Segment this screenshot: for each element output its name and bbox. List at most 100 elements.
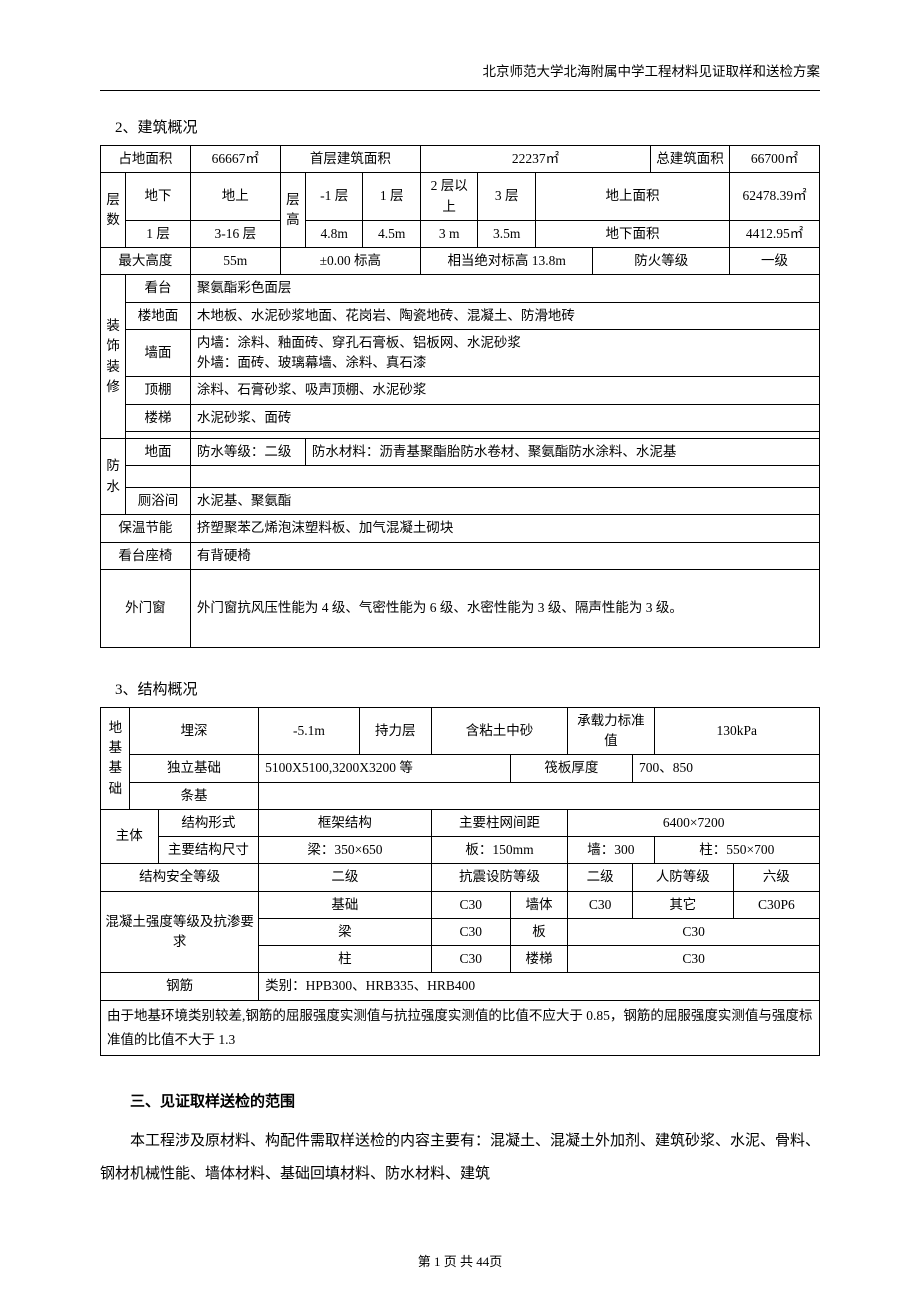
cell: 层高 [280, 173, 305, 248]
cell [259, 782, 820, 809]
cell: 人防等级 [633, 864, 734, 891]
table-row: 1 层 3-16 层 4.8m 4.5m 3 m 3.5m 地下面积 4412.… [101, 220, 820, 247]
cell: 保温节能 [101, 515, 191, 542]
cell: C30 [431, 946, 510, 973]
cell: 6400×7200 [568, 809, 820, 836]
building-overview-table: 占地面积 66667㎡ 首层建筑面积 22237㎡ 总建筑面积 66700㎡ 层… [100, 145, 820, 648]
cell: 5100X5100,3200X3200 等 [259, 755, 511, 782]
cell: 地基基础 [101, 707, 130, 809]
table-row: 楼地面 木地板、水泥砂浆地面、花岗岩、陶瓷地砖、混凝土、防滑地砖 [101, 302, 820, 329]
cell: 由于地基环境类别较差,钢筋的屈服强度实测值与抗拉强度实测值的比值不应大于 0.8… [101, 1000, 820, 1056]
cell: 涂料、石膏砂浆、吸声顶棚、水泥砂浆 [190, 377, 819, 404]
cell: 梁：350×650 [259, 837, 432, 864]
cell: 主要结构尺寸 [158, 837, 259, 864]
table-row: 看台座椅 有背硬椅 [101, 542, 820, 569]
table-row: 结构安全等级 二级 抗震设防等级 二级 人防等级 六级 [101, 864, 820, 891]
cell: 外门窗抗风压性能为 4 级、气密性能为 6 级、水密性能为 3 级、隔声性能为 … [190, 569, 819, 647]
cell: 4.8m [305, 220, 363, 247]
page-footer: 第 1 页 共 44页 [100, 1251, 820, 1270]
table-row [101, 466, 820, 488]
cell: 3 m [420, 220, 478, 247]
table-row: 由于地基环境类别较差,钢筋的屈服强度实测值与抗拉强度实测值的比值不应大于 0.8… [101, 1000, 820, 1056]
table-row: 钢筋 类别：HPB300、HRB335、HRB400 [101, 973, 820, 1000]
cell: 22237㎡ [420, 146, 650, 173]
section-3-title: 3、结构概况 [100, 678, 820, 699]
cell: 持力层 [359, 707, 431, 755]
cell: 二级 [259, 864, 432, 891]
cell: 水泥砂浆、面砖 [190, 404, 819, 431]
cell: 4412.95㎡ [730, 220, 820, 247]
cell: 条基 [129, 782, 258, 809]
cell: 66700㎡ [730, 146, 820, 173]
table-row: 层数 地下 地上 层高 -1 层 1 层 2 层以上 3 层 地上面积 6247… [101, 173, 820, 221]
table-row: 地基基础 埋深 -5.1m 持力层 含粘土中砂 承载力标准值 130kPa [101, 707, 820, 755]
cell: 埋深 [129, 707, 258, 755]
cell: 占地面积 [101, 146, 191, 173]
table-row: 厕浴间 水泥基、聚氨酯 [101, 488, 820, 515]
body-paragraph: 本工程涉及原材料、构配件需取样送检的内容主要有：混凝土、混凝土外加剂、建筑砂浆、… [100, 1125, 820, 1191]
cell: 聚氨酯彩色面层 [190, 275, 819, 302]
cell: 六级 [733, 864, 819, 891]
cell: C30 [568, 891, 633, 918]
cell: 700、850 [633, 755, 820, 782]
cell: 板：150mm [431, 837, 568, 864]
table-row: 混凝土强度等级及抗渗要求 基础 C30 墙体 C30 其它 C30P6 [101, 891, 820, 918]
table-row: 主要结构尺寸 梁：350×650 板：150mm 墙：300 柱：550×700 [101, 837, 820, 864]
cell: 结构安全等级 [101, 864, 259, 891]
cell: 柱 [259, 946, 432, 973]
cell: 结构形式 [158, 809, 259, 836]
table-row: 独立基础 5100X5100,3200X3200 等 筏板厚度 700、850 [101, 755, 820, 782]
cell [126, 431, 191, 438]
structure-overview-table: 地基基础 埋深 -5.1m 持力层 含粘土中砂 承载力标准值 130kPa 独立… [100, 707, 820, 1056]
table-row: 条基 [101, 782, 820, 809]
cell: 楼地面 [126, 302, 191, 329]
cell: C30 [568, 918, 820, 945]
cell: C30 [568, 946, 820, 973]
cell: C30 [431, 918, 510, 945]
cell: 厕浴间 [126, 488, 191, 515]
cell: 3-16 层 [190, 220, 280, 247]
cell: 框架结构 [259, 809, 432, 836]
cell: C30 [431, 891, 510, 918]
section-scope-heading: 三、见证取样送检的范围 [100, 1090, 820, 1111]
cell: 62478.39㎡ [730, 173, 820, 221]
table-row [101, 431, 820, 438]
cell: 抗震设防等级 [431, 864, 568, 891]
cell: C30P6 [733, 891, 819, 918]
cell: 一级 [730, 248, 820, 275]
cell: 地上 [190, 173, 280, 221]
cell: 其它 [633, 891, 734, 918]
cell: 1 层 [363, 173, 421, 221]
cell: 基础 [259, 891, 432, 918]
cell: 55m [190, 248, 280, 275]
cell: 地面 [126, 438, 191, 465]
cell: 防水等级：二级 [190, 438, 305, 465]
table-row: 最大高度 55m ±0.00 标高 相当绝对标高 13.8m 防火等级 一级 [101, 248, 820, 275]
cell: 楼梯 [126, 404, 191, 431]
header-rule [100, 90, 820, 91]
cell: 顶棚 [126, 377, 191, 404]
cell: 墙体 [510, 891, 568, 918]
cell: 钢筋 [101, 973, 259, 1000]
cell: 筏板厚度 [510, 755, 632, 782]
cell: 楼梯 [510, 946, 568, 973]
cell [126, 466, 191, 488]
cell: 梁 [259, 918, 432, 945]
cell: 外门窗 [101, 569, 191, 647]
table-row: 楼梯 水泥砂浆、面砖 [101, 404, 820, 431]
cell: 看台 [126, 275, 191, 302]
cell: -5.1m [259, 707, 360, 755]
table-row: 防水 地面 防水等级：二级 防水材料：沥青基聚酯胎防水卷材、聚氨酯防水涂料、水泥… [101, 438, 820, 465]
cell: 类别：HPB300、HRB335、HRB400 [259, 973, 820, 1000]
cell: -1 层 [305, 173, 363, 221]
cell: 首层建筑面积 [280, 146, 420, 173]
cell: 内墙：涂料、釉面砖、穿孔石膏板、铝板网、水泥砂浆 外墙：面砖、玻璃幕墙、涂料、真… [190, 329, 819, 377]
cell: 66667㎡ [190, 146, 280, 173]
table-row: 占地面积 66667㎡ 首层建筑面积 22237㎡ 总建筑面积 66700㎡ [101, 146, 820, 173]
cell: 含粘土中砂 [431, 707, 568, 755]
cell: 二级 [568, 864, 633, 891]
table-row: 顶棚 涂料、石膏砂浆、吸声顶棚、水泥砂浆 [101, 377, 820, 404]
table-row: 主体 结构形式 框架结构 主要柱网间距 6400×7200 [101, 809, 820, 836]
cell: 防火等级 [593, 248, 730, 275]
running-header: 北京师范大学北海附属中学工程材料见证取样和送检方案 [100, 60, 820, 86]
